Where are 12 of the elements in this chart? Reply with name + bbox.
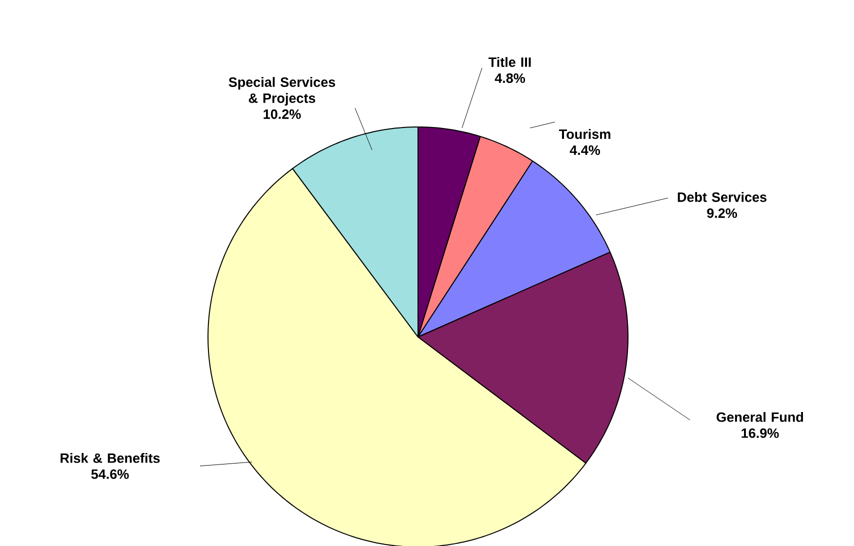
slice-label: Special Services & Projects: [228, 77, 336, 106]
slice-label: Title III: [488, 57, 531, 67]
data-label: 4.4%: [570, 145, 600, 155]
slice-label: General Fund: [716, 412, 803, 422]
data-label: 4.8%: [494, 73, 526, 83]
data-label: 9.2%: [707, 208, 738, 218]
data-label: 16.9%: [742, 428, 779, 438]
data-label: 10.2%: [264, 109, 301, 119]
slice-label: Debt Services: [678, 192, 766, 202]
data-label: 54.6%: [91, 469, 129, 479]
slice-label: Risk & Benefits: [60, 453, 160, 463]
slice-label: Tourism: [559, 129, 610, 139]
